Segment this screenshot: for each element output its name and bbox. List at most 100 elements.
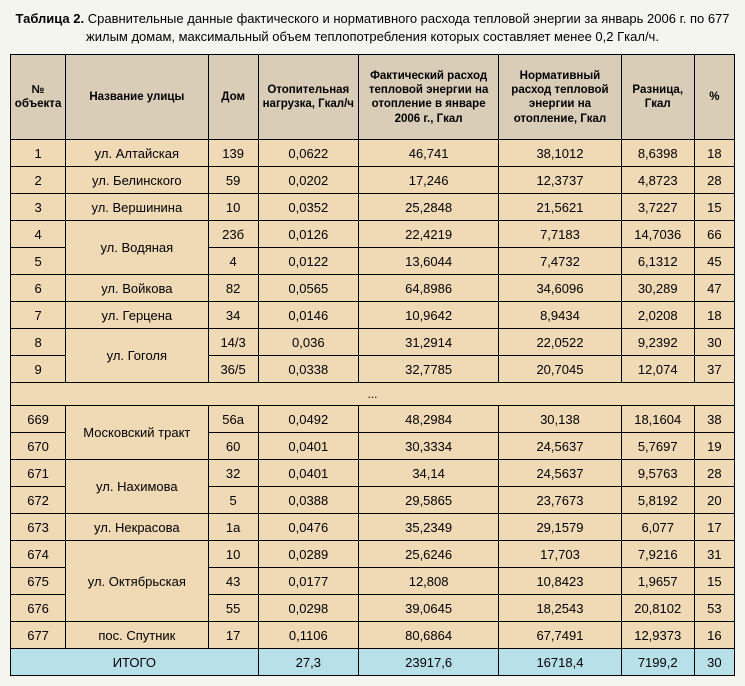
cell-num: 677 (11, 622, 66, 649)
ellipsis-cell: ... (11, 383, 735, 406)
cell-num: 675 (11, 568, 66, 595)
cell-num: 9 (11, 356, 66, 383)
cell-norm: 17,703 (499, 541, 621, 568)
cell-diff: 18,1604 (621, 406, 694, 433)
cell-norm: 24,5637 (499, 433, 621, 460)
cell-norm: 30,138 (499, 406, 621, 433)
cell-street: ул. Октябрьская (66, 541, 208, 622)
cell-norm: 10,8423 (499, 568, 621, 595)
cell-num: 8 (11, 329, 66, 356)
cell-house: 17 (208, 622, 258, 649)
cell-diff: 6,1312 (621, 248, 694, 275)
cell-norm: 18,2543 (499, 595, 621, 622)
ellipsis-row: ... (11, 383, 735, 406)
cell-house: 55 (208, 595, 258, 622)
cell-load: 0,0126 (258, 221, 358, 248)
cell-pct: 17 (694, 514, 734, 541)
cell-house: 60 (208, 433, 258, 460)
col-street: Название улицы (66, 55, 208, 140)
col-diff: Разница, Гкал (621, 55, 694, 140)
cell-num: 4 (11, 221, 66, 248)
table-row: 2ул. Белинского590,020217,24612,37374,87… (11, 167, 735, 194)
col-num: № объекта (11, 55, 66, 140)
cell-norm: 34,6096 (499, 275, 621, 302)
cell-num: 6 (11, 275, 66, 302)
cell-norm: 38,1012 (499, 140, 621, 167)
cell-load: 0,1106 (258, 622, 358, 649)
cell-street: ул. Белинского (66, 167, 208, 194)
cell-house: 4 (208, 248, 258, 275)
cell-norm: 12,3737 (499, 167, 621, 194)
cell-pct: 53 (694, 595, 734, 622)
cell-pct: 19 (694, 433, 734, 460)
caption-bold: Таблица 2. (15, 11, 84, 26)
cell-pct: 47 (694, 275, 734, 302)
cell-diff: 30,289 (621, 275, 694, 302)
cell-load: 0,036 (258, 329, 358, 356)
cell-diff: 5,7697 (621, 433, 694, 460)
cell-pct: 16 (694, 622, 734, 649)
cell-norm: 21,5621 (499, 194, 621, 221)
cell-fact: 22,4219 (358, 221, 498, 248)
cell-load: 0,0622 (258, 140, 358, 167)
cell-num: 5 (11, 248, 66, 275)
cell-diff: 12,074 (621, 356, 694, 383)
cell-fact: 30,3334 (358, 433, 498, 460)
cell-norm: 29,1579 (499, 514, 621, 541)
cell-norm: 67,7491 (499, 622, 621, 649)
cell-house: 5 (208, 487, 258, 514)
cell-diff: 4,8723 (621, 167, 694, 194)
cell-house: 10 (208, 194, 258, 221)
cell-load: 0,0289 (258, 541, 358, 568)
table-row: 677пос. Спутник170,110680,686467,749112,… (11, 622, 735, 649)
cell-house: 56а (208, 406, 258, 433)
cell-street: Московский тракт (66, 406, 208, 460)
cell-pct: 38 (694, 406, 734, 433)
table-row: 3ул. Вершинина100,035225,284821,56213,72… (11, 194, 735, 221)
cell-street: пос. Спутник (66, 622, 208, 649)
total-label: ИТОГО (11, 649, 259, 676)
cell-fact: 12,808 (358, 568, 498, 595)
cell-diff: 5,8192 (621, 487, 694, 514)
cell-street: ул. Войкова (66, 275, 208, 302)
cell-fact: 48,2984 (358, 406, 498, 433)
cell-fact: 25,2848 (358, 194, 498, 221)
cell-load: 0,0177 (258, 568, 358, 595)
cell-house: 1а (208, 514, 258, 541)
cell-street: ул. Вершинина (66, 194, 208, 221)
table-row: 4ул. Водяная23б0,012622,42197,718314,703… (11, 221, 735, 248)
cell-num: 671 (11, 460, 66, 487)
cell-diff: 2,0208 (621, 302, 694, 329)
cell-fact: 10,9642 (358, 302, 498, 329)
col-norm: Нормативный расход тепловой энергии на о… (499, 55, 621, 140)
table-row: 673ул. Некрасова1а0,047635,234929,15796,… (11, 514, 735, 541)
cell-load: 0,0298 (258, 595, 358, 622)
cell-load: 0,0492 (258, 406, 358, 433)
cell-street: ул. Некрасова (66, 514, 208, 541)
cell-fact: 46,741 (358, 140, 498, 167)
cell-house: 10 (208, 541, 258, 568)
cell-street: ул. Гоголя (66, 329, 208, 383)
cell-num: 673 (11, 514, 66, 541)
cell-diff: 8,6398 (621, 140, 694, 167)
total-diff: 7199,2 (621, 649, 694, 676)
cell-house: 43 (208, 568, 258, 595)
caption-text: Сравнительные данные фактического и норм… (84, 11, 729, 44)
cell-pct: 15 (694, 568, 734, 595)
cell-load: 0,0476 (258, 514, 358, 541)
table-row: 7ул. Герцена340,014610,96428,94342,02081… (11, 302, 735, 329)
header-row: № объекта Название улицы Дом Отопительна… (11, 55, 735, 140)
cell-pct: 18 (694, 140, 734, 167)
cell-fact: 39,0645 (358, 595, 498, 622)
cell-diff: 9,2392 (621, 329, 694, 356)
cell-house: 32 (208, 460, 258, 487)
cell-pct: 45 (694, 248, 734, 275)
cell-norm: 23,7673 (499, 487, 621, 514)
cell-street: ул. Нахимова (66, 460, 208, 514)
cell-num: 7 (11, 302, 66, 329)
col-house: Дом (208, 55, 258, 140)
table-row: 671ул. Нахимова320,040134,1424,56379,576… (11, 460, 735, 487)
cell-fact: 29,5865 (358, 487, 498, 514)
cell-norm: 24,5637 (499, 460, 621, 487)
cell-house: 139 (208, 140, 258, 167)
